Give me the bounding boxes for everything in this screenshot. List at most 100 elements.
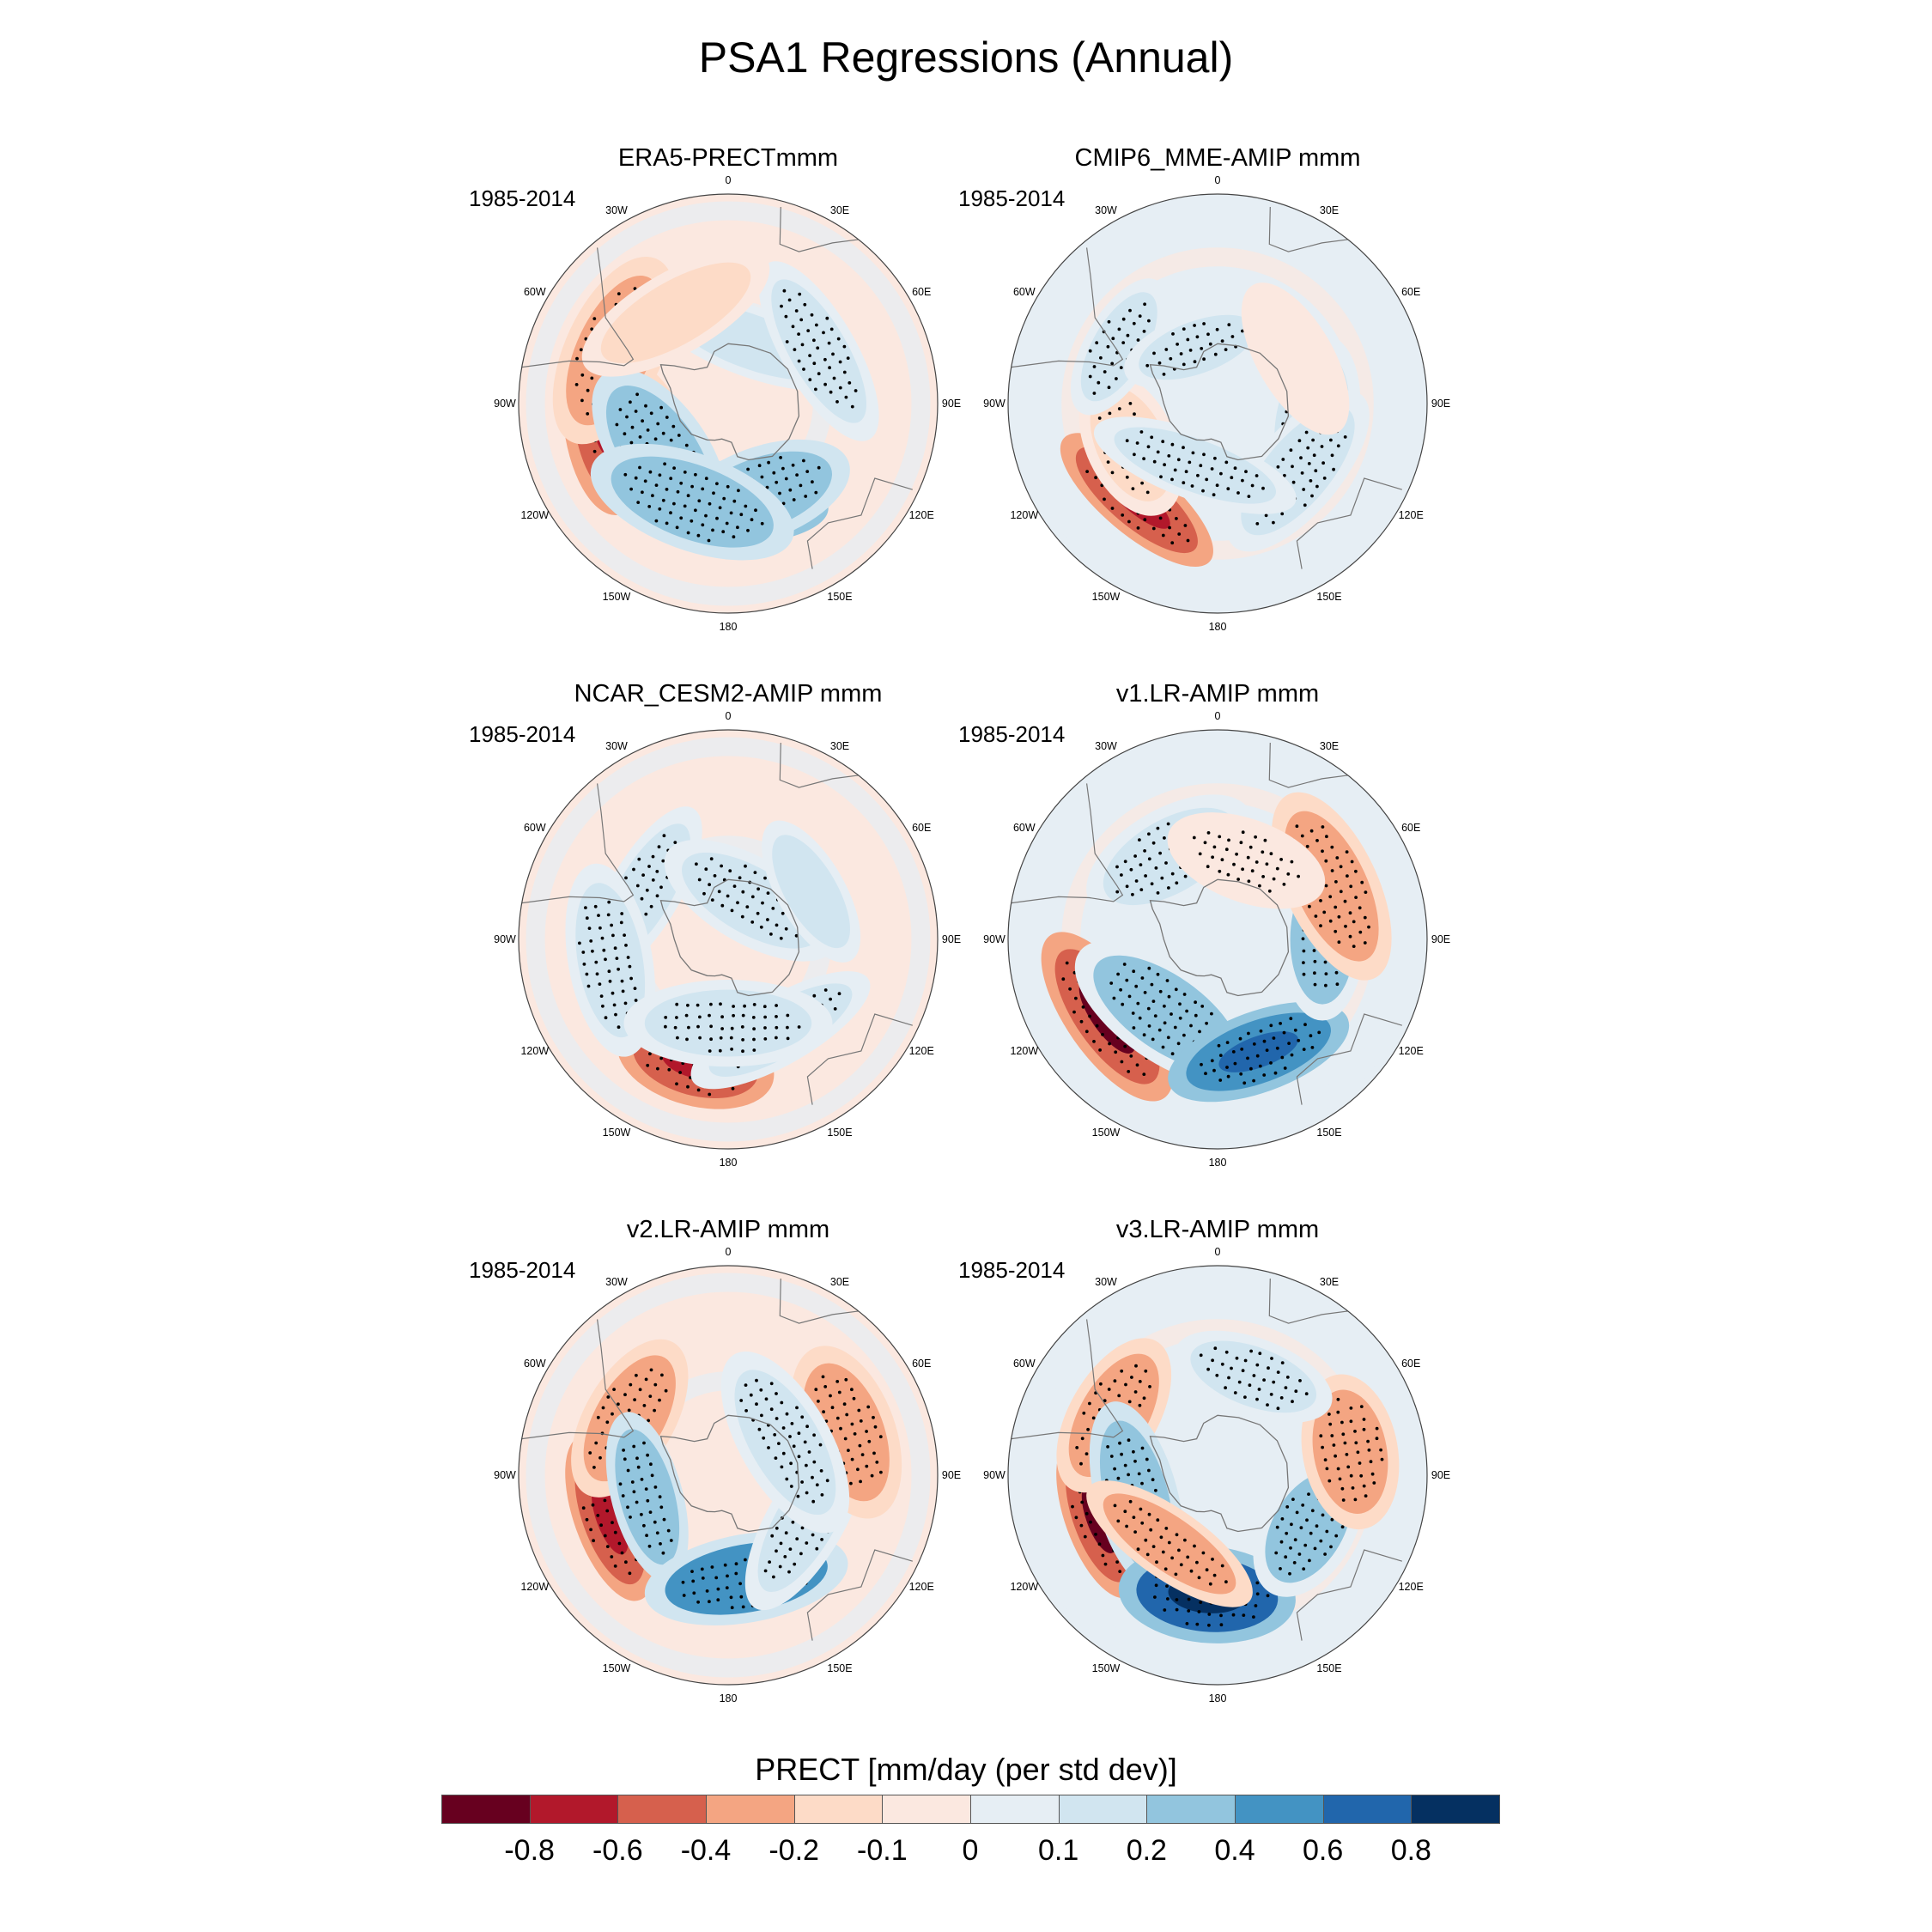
significance-dot [637, 857, 641, 861]
significance-dot [1312, 949, 1316, 952]
significance-dot [734, 1571, 738, 1576]
south-america-coastline [521, 783, 635, 904]
significance-dot [1325, 835, 1328, 839]
colorbar-tick-label: -0.2 [769, 1834, 819, 1867]
significance-dot [766, 918, 769, 921]
significance-dot [795, 473, 799, 477]
significance-dot [1288, 1571, 1291, 1576]
significance-dot [1179, 352, 1183, 355]
significance-dot [1151, 841, 1156, 845]
significance-dot [1156, 891, 1160, 895]
significance-dot [632, 1490, 636, 1494]
significance-dot [1284, 1386, 1288, 1389]
significance-dot [1339, 890, 1343, 894]
significance-dot [588, 1451, 592, 1455]
significance-dot [626, 1505, 629, 1510]
significance-dot [1310, 1509, 1315, 1513]
significance-dot [1323, 960, 1327, 964]
significance-dot [1360, 880, 1364, 884]
anomaly-layer [1011, 1273, 1420, 1678]
significance-dot [698, 1036, 702, 1040]
significance-dot [1179, 1563, 1183, 1567]
longitude-label: 60E [1401, 1358, 1420, 1370]
significance-dot [1290, 1522, 1293, 1527]
significance-dot [744, 1409, 748, 1413]
significance-dot [723, 1563, 727, 1567]
significance-dot [759, 925, 763, 929]
significance-dot [1140, 1446, 1145, 1450]
significance-dot [1204, 1072, 1207, 1076]
significance-dot [820, 1538, 823, 1541]
significance-dot [802, 459, 805, 463]
significance-dot [822, 331, 825, 335]
significance-dot [1184, 470, 1188, 474]
significance-dot [838, 360, 842, 364]
significance-dot [711, 528, 714, 532]
significance-dot [707, 538, 711, 543]
significance-dot [1099, 355, 1103, 360]
significance-dot [590, 376, 594, 380]
longitude-label: 60E [912, 822, 931, 834]
significance-dot [1236, 491, 1240, 495]
significance-dot [1363, 915, 1367, 920]
significance-dot [839, 1426, 842, 1431]
significance-dot [847, 1449, 850, 1452]
map-border [518, 1265, 939, 1686]
longitude-label: 0 [1215, 174, 1221, 186]
significance-dot [720, 864, 723, 868]
significance-dot [1272, 520, 1275, 525]
significance-dot [1061, 977, 1066, 981]
significance-dot [1170, 541, 1175, 545]
significance-dot [1160, 876, 1164, 880]
colorbar-tick-label: 0.4 [1214, 1834, 1255, 1867]
map-panel: ERA5-PRECTmmm 1985-2014 0 30E 60E 90E 120E 15… [453, 144, 1003, 642]
significance-dot [629, 440, 634, 445]
significance-dot [789, 1461, 793, 1466]
significance-dot [669, 477, 673, 481]
significance-dot [1303, 503, 1307, 507]
significance-dot [1139, 888, 1144, 891]
polar-map: 0 30E 60E 90E 120E 150E 180 150W 120W 90W 60W 30W [983, 1246, 1450, 1704]
significance-dot [829, 1394, 832, 1398]
significance-dot [1329, 1545, 1333, 1549]
significance-dot [1167, 1540, 1171, 1545]
significance-dot [1218, 869, 1222, 873]
significance-dot [1182, 362, 1186, 367]
colorbar-swatch [1235, 1795, 1324, 1824]
significance-dot [1118, 1441, 1121, 1445]
anomaly-layer [521, 737, 931, 1142]
significance-dot [665, 416, 669, 419]
significance-dot [1182, 446, 1185, 450]
significance-dot [725, 1586, 729, 1589]
significance-dot [1154, 866, 1158, 870]
significance-dot [640, 1478, 644, 1481]
significance-dot [1081, 1005, 1085, 1009]
significance-dot [1297, 1038, 1301, 1042]
significance-dot [1139, 1507, 1143, 1511]
significance-dot [799, 318, 804, 322]
significance-dot [1211, 855, 1214, 860]
significance-dot [1327, 1479, 1332, 1483]
significance-dot [697, 878, 702, 882]
significance-dot [718, 506, 722, 510]
significance-dot [775, 1036, 778, 1040]
significance-dot [741, 890, 745, 894]
significance-dot [1092, 365, 1097, 368]
significance-dot [754, 508, 757, 513]
significance-dot [1150, 435, 1154, 440]
significance-dot [596, 1514, 600, 1517]
significance-dot [729, 1036, 733, 1040]
significance-dot [791, 325, 795, 329]
significance-dot [643, 479, 647, 483]
significance-dot [1308, 1558, 1311, 1563]
significance-dot [604, 1016, 608, 1020]
significance-dot [664, 1016, 668, 1019]
significance-dot [1272, 1036, 1276, 1040]
colorbar-swatch [1322, 1795, 1413, 1824]
significance-dot [606, 1395, 611, 1399]
significance-dot [1084, 1030, 1089, 1034]
significance-dot [633, 287, 637, 290]
significance-dot [1280, 1517, 1285, 1521]
significance-dot [690, 519, 694, 523]
significance-dot [1149, 1528, 1153, 1532]
